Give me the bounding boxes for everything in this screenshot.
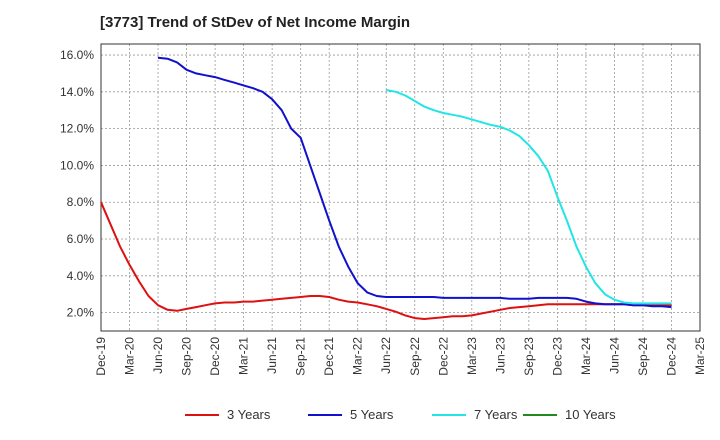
x-tick-label: Sep-21	[294, 337, 308, 376]
grid-layer	[101, 44, 700, 331]
x-tick-label: Sep-24	[636, 337, 650, 376]
x-tick-label: Jun-23	[493, 337, 507, 374]
x-tick-label: Sep-22	[408, 337, 422, 376]
series-layer	[100, 56, 672, 320]
x-tick-label: Dec-21	[322, 337, 336, 376]
x-tick-label: Mar-25	[693, 337, 707, 375]
x-tick-label: Sep-23	[522, 337, 536, 376]
legend-swatch	[185, 414, 219, 416]
axis-layer	[100, 43, 701, 332]
series-line-5-years	[157, 56, 672, 309]
legend-label: 10 Years	[565, 407, 616, 422]
x-tick-label: Mar-21	[237, 337, 251, 375]
y-tick-label: 4.0%	[67, 269, 95, 283]
x-tick-label: Mar-22	[351, 337, 365, 375]
x-tick-label: Jun-20	[151, 337, 165, 374]
chart-title: [3773] Trend of StDev of Net Income Marg…	[100, 14, 411, 31]
y-tick-label: 2.0%	[67, 306, 95, 320]
tick-layer: Dec-19 Mar-20 Jun-20 Sep-20 Dec-20 Mar-21 Jun-…	[60, 48, 707, 376]
y-tick-label: 16.0%	[60, 48, 94, 62]
x-tick-label: Dec-23	[550, 337, 564, 376]
series-line-7-years	[386, 89, 672, 305]
legend-swatch	[523, 414, 557, 416]
x-tick-label: Sep-20	[180, 337, 194, 376]
y-tick-label: 8.0%	[67, 195, 95, 209]
y-tick-label: 10.0%	[60, 158, 94, 172]
legend: 3 Years 5 Years 7 Years 10 Years	[0, 404, 720, 426]
series-line-3-years	[100, 201, 672, 320]
x-tick-label: Dec-19	[94, 337, 108, 376]
x-tick-label: Jun-24	[607, 337, 621, 374]
x-tick-label: Mar-24	[579, 337, 593, 375]
x-tick-label: Dec-20	[208, 337, 222, 376]
y-tick-label: 14.0%	[60, 85, 94, 99]
x-tick-label: Mar-20	[123, 337, 137, 375]
legend-swatch	[432, 414, 466, 416]
y-tick-label: 12.0%	[60, 122, 94, 136]
y-tick-label: 6.0%	[67, 232, 95, 246]
legend-label: 7 Years	[474, 407, 518, 422]
x-tick-label: Dec-24	[664, 337, 678, 376]
legend-label: 3 Years	[227, 407, 271, 422]
x-tick-label: Jun-22	[379, 337, 393, 374]
plot-frame	[100, 43, 701, 332]
x-tick-label: Mar-23	[465, 337, 479, 375]
x-tick-label: Jun-21	[265, 337, 279, 374]
x-tick-label: Dec-22	[436, 337, 450, 376]
legend-swatch	[308, 414, 342, 416]
legend-label: 5 Years	[350, 407, 394, 422]
